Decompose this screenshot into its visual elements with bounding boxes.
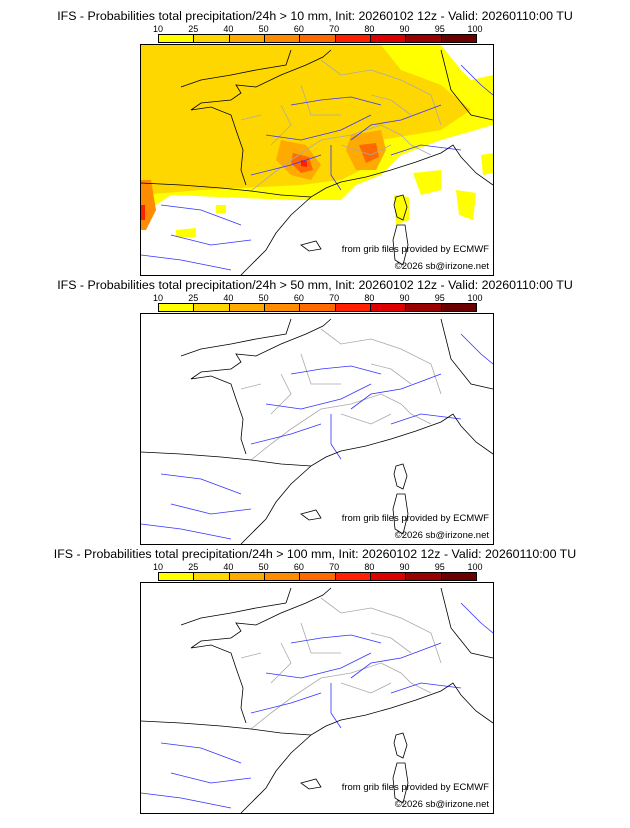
colorbar-segment bbox=[229, 304, 265, 311]
precip-probability-field bbox=[141, 45, 493, 237]
precip-contour bbox=[456, 190, 476, 220]
colorbar-tick-label: 40 bbox=[223, 293, 234, 303]
rivers bbox=[141, 333, 493, 540]
map-svg bbox=[141, 45, 493, 275]
colorbar-tick-label: 60 bbox=[293, 293, 304, 303]
colorbar-segment bbox=[264, 573, 301, 580]
precipitation-map: from grib files provided by ECMWF ©2026 s… bbox=[140, 582, 494, 814]
colorbar-segment bbox=[159, 35, 195, 42]
precip-contour bbox=[141, 45, 341, 155]
precip-contour bbox=[176, 228, 196, 237]
colorbar-segment bbox=[194, 35, 230, 42]
precip-contour bbox=[481, 153, 493, 175]
source-credit: from grib files provided by ECMWF bbox=[341, 513, 489, 524]
panel-title: IFS - Probabilities total precipitation/… bbox=[57, 9, 573, 23]
colorbar-tick-label: 10 bbox=[152, 293, 164, 303]
colorbar-tick-label: 90 bbox=[399, 293, 410, 303]
colorbar-segment bbox=[300, 573, 336, 580]
precip-contour bbox=[141, 205, 145, 220]
colorbar-tick-label: 50 bbox=[258, 24, 269, 34]
colorbar-tick-label: 60 bbox=[293, 24, 304, 34]
colorbar-segment bbox=[229, 35, 265, 42]
colorbar-tick-label: 90 bbox=[399, 24, 410, 34]
copyright-credit: ©2026 sb@irizone.net bbox=[394, 799, 489, 810]
panel-title: IFS - Probabilities total precipitation/… bbox=[57, 278, 573, 292]
colorbar-tick-label: 25 bbox=[188, 24, 199, 34]
colorbar-segment bbox=[370, 304, 407, 311]
admin-borders bbox=[240, 59, 442, 192]
colorbar-segment bbox=[370, 573, 407, 580]
colorbar-segment bbox=[335, 304, 371, 311]
colorbar-tick-label: 60 bbox=[293, 562, 304, 572]
colorbar-tick-label: 95 bbox=[434, 293, 445, 303]
colorbar-tick-label: 95 bbox=[434, 24, 445, 34]
colorbar-tick-label: 25 bbox=[188, 293, 199, 303]
precip-contour bbox=[394, 195, 409, 225]
colorbar-segment bbox=[370, 35, 407, 42]
coastlines bbox=[141, 49, 493, 275]
colorbar-segment bbox=[300, 35, 336, 42]
map-svg bbox=[141, 318, 493, 544]
colorbar-segment bbox=[441, 35, 476, 42]
rivers bbox=[141, 64, 493, 271]
rivers bbox=[141, 602, 493, 809]
colorbar-tick-label: 100 bbox=[467, 562, 483, 572]
admin-borders bbox=[240, 597, 442, 730]
colorbar-tick-label: 50 bbox=[258, 293, 269, 303]
colorbar-tick-label: 80 bbox=[364, 24, 375, 34]
colorbar bbox=[158, 572, 477, 581]
precipitation-map: from grib files provided by ECMWF ©2026 s… bbox=[140, 44, 494, 276]
colorbar-segment bbox=[264, 35, 301, 42]
colorbar-segment bbox=[194, 304, 230, 311]
colorbar-segment bbox=[441, 304, 476, 311]
colorbar-tick-label: 10 bbox=[152, 24, 164, 34]
panel-title: IFS - Probabilities total precipitation/… bbox=[53, 547, 577, 561]
colorbar-tick-label: 70 bbox=[329, 562, 340, 572]
copyright-credit: ©2026 sb@irizone.net bbox=[394, 530, 489, 541]
colorbar-segment bbox=[159, 573, 195, 580]
colorbar-segment bbox=[194, 573, 230, 580]
precipitation-map: from grib files provided by ECMWF ©2026 s… bbox=[140, 313, 494, 545]
colorbar bbox=[158, 303, 477, 312]
map-panel-50mm: IFS - Probabilities total precipitation/… bbox=[0, 278, 630, 549]
colorbar-segment bbox=[335, 35, 371, 42]
colorbar-tick-label: 40 bbox=[223, 24, 234, 34]
colorbar-segment bbox=[229, 573, 265, 580]
colorbar bbox=[158, 34, 477, 43]
colorbar-tick-label: 50 bbox=[258, 562, 269, 572]
colorbar-segment bbox=[264, 304, 301, 311]
colorbar-segment bbox=[406, 304, 442, 311]
precip-contour bbox=[413, 170, 441, 195]
colorbar-tick-label: 95 bbox=[434, 562, 445, 572]
colorbar-tick-label: 80 bbox=[364, 293, 375, 303]
map-svg bbox=[141, 587, 493, 813]
source-credit: from grib files provided by ECMWF bbox=[341, 782, 489, 793]
precip-contour bbox=[359, 143, 379, 163]
source-credit: from grib files provided by ECMWF bbox=[341, 244, 489, 255]
colorbar-segment bbox=[406, 35, 442, 42]
precip-contour bbox=[216, 205, 226, 213]
copyright-credit: ©2026 sb@irizone.net bbox=[394, 261, 489, 272]
colorbar-segment bbox=[406, 573, 442, 580]
coastlines bbox=[141, 587, 493, 813]
colorbar-segment bbox=[159, 304, 195, 311]
map-panel-100mm: IFS - Probabilities total precipitation/… bbox=[0, 547, 630, 818]
colorbar-segment bbox=[300, 304, 336, 311]
colorbar-segment bbox=[441, 573, 476, 580]
colorbar-tick-label: 80 bbox=[364, 562, 375, 572]
precip-contour bbox=[301, 160, 307, 167]
colorbar-tick-label: 10 bbox=[152, 562, 164, 572]
colorbar-tick-label: 70 bbox=[329, 24, 340, 34]
map-panel-10mm: IFS - Probabilities total precipitation/… bbox=[0, 9, 630, 280]
colorbar-segment bbox=[335, 573, 371, 580]
colorbar-tick-label: 100 bbox=[467, 293, 483, 303]
colorbar-tick-label: 70 bbox=[329, 293, 340, 303]
admin-borders bbox=[240, 328, 442, 461]
colorbar-tick-label: 25 bbox=[188, 562, 199, 572]
coastlines bbox=[141, 318, 493, 544]
colorbar-tick-label: 40 bbox=[223, 562, 234, 572]
colorbar-tick-label: 90 bbox=[399, 562, 410, 572]
colorbar-tick-label: 100 bbox=[467, 24, 483, 34]
